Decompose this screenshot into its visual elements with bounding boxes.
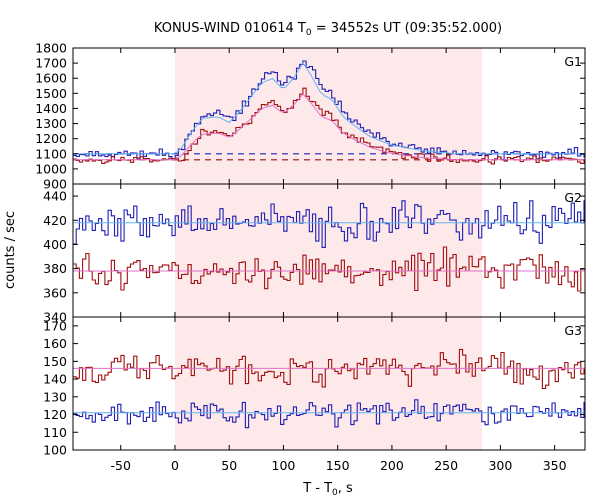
shaded-interval	[174, 48, 482, 450]
y-tick-label: 100	[43, 443, 67, 458]
y-tick-label: 1500	[35, 86, 67, 101]
y-tick-label: 1400	[35, 101, 67, 116]
y-tick-label: 420	[43, 213, 67, 228]
x-tick-label: 50	[221, 458, 237, 473]
series-red-g2	[73, 246, 585, 292]
y-tick-label: 150	[43, 354, 67, 369]
y-tick-label: 1700	[35, 56, 67, 71]
plot-layer: 900100011001200130014001500160017001800G…	[35, 41, 586, 473]
y-axis-label: counts / sec	[3, 211, 18, 289]
y-tick-label: 900	[43, 177, 67, 192]
y-tick-label: 1300	[35, 116, 67, 131]
y-tick-label: 400	[43, 237, 67, 252]
x-tick-label: 0	[171, 458, 179, 473]
x-tick-label: 250	[434, 458, 458, 473]
y-tick-label: 1200	[35, 131, 67, 146]
y-tick-label: 130	[43, 389, 67, 404]
series-blue-g3	[73, 399, 585, 429]
y-tick-label: 110	[43, 425, 67, 440]
y-tick-label: 440	[43, 189, 67, 204]
series-blue-g2	[73, 200, 585, 248]
y-tick-label: 120	[43, 407, 67, 422]
y-tick-label: 1800	[35, 41, 67, 56]
y-tick-label: 360	[43, 285, 67, 300]
y-tick-label: 1600	[35, 71, 67, 86]
chart-title: KONUS-WIND 010614 T0 = 34552s UT (09:35:…	[154, 21, 502, 38]
x-tick-label: 350	[543, 458, 567, 473]
x-tick-label: 200	[380, 458, 404, 473]
series-red-g1	[73, 87, 585, 165]
panel-label-g2: G2	[564, 190, 582, 205]
fit-curve-pink-g1	[73, 93, 585, 161]
x-tick-label: -50	[111, 458, 131, 473]
y-tick-label: 1000	[35, 161, 67, 176]
x-tick-label: 300	[488, 458, 512, 473]
series-red-g3	[73, 348, 585, 390]
fit-curve-light_blue-g1	[73, 61, 585, 155]
x-axis-label: T - T0, s	[302, 481, 353, 498]
panel-label-g1: G1	[564, 54, 582, 69]
y-tick-label: 340	[43, 310, 67, 325]
y-tick-label: 170	[43, 318, 67, 333]
panel-label-g3: G3	[564, 323, 582, 338]
y-tick-label: 1100	[35, 146, 67, 161]
x-tick-label: 100	[272, 458, 296, 473]
x-tick-label: 150	[326, 458, 350, 473]
panel-frame	[72, 316, 586, 451]
panel-g3: 100 110 120 130 140 150 160 170 G3	[43, 316, 586, 458]
y-tick-label: 160	[43, 336, 67, 351]
y-tick-label: 140	[43, 372, 67, 387]
panel-g2: 340 360 380 400 420 440 G2	[43, 183, 586, 325]
y-tick-label: 380	[43, 261, 67, 276]
